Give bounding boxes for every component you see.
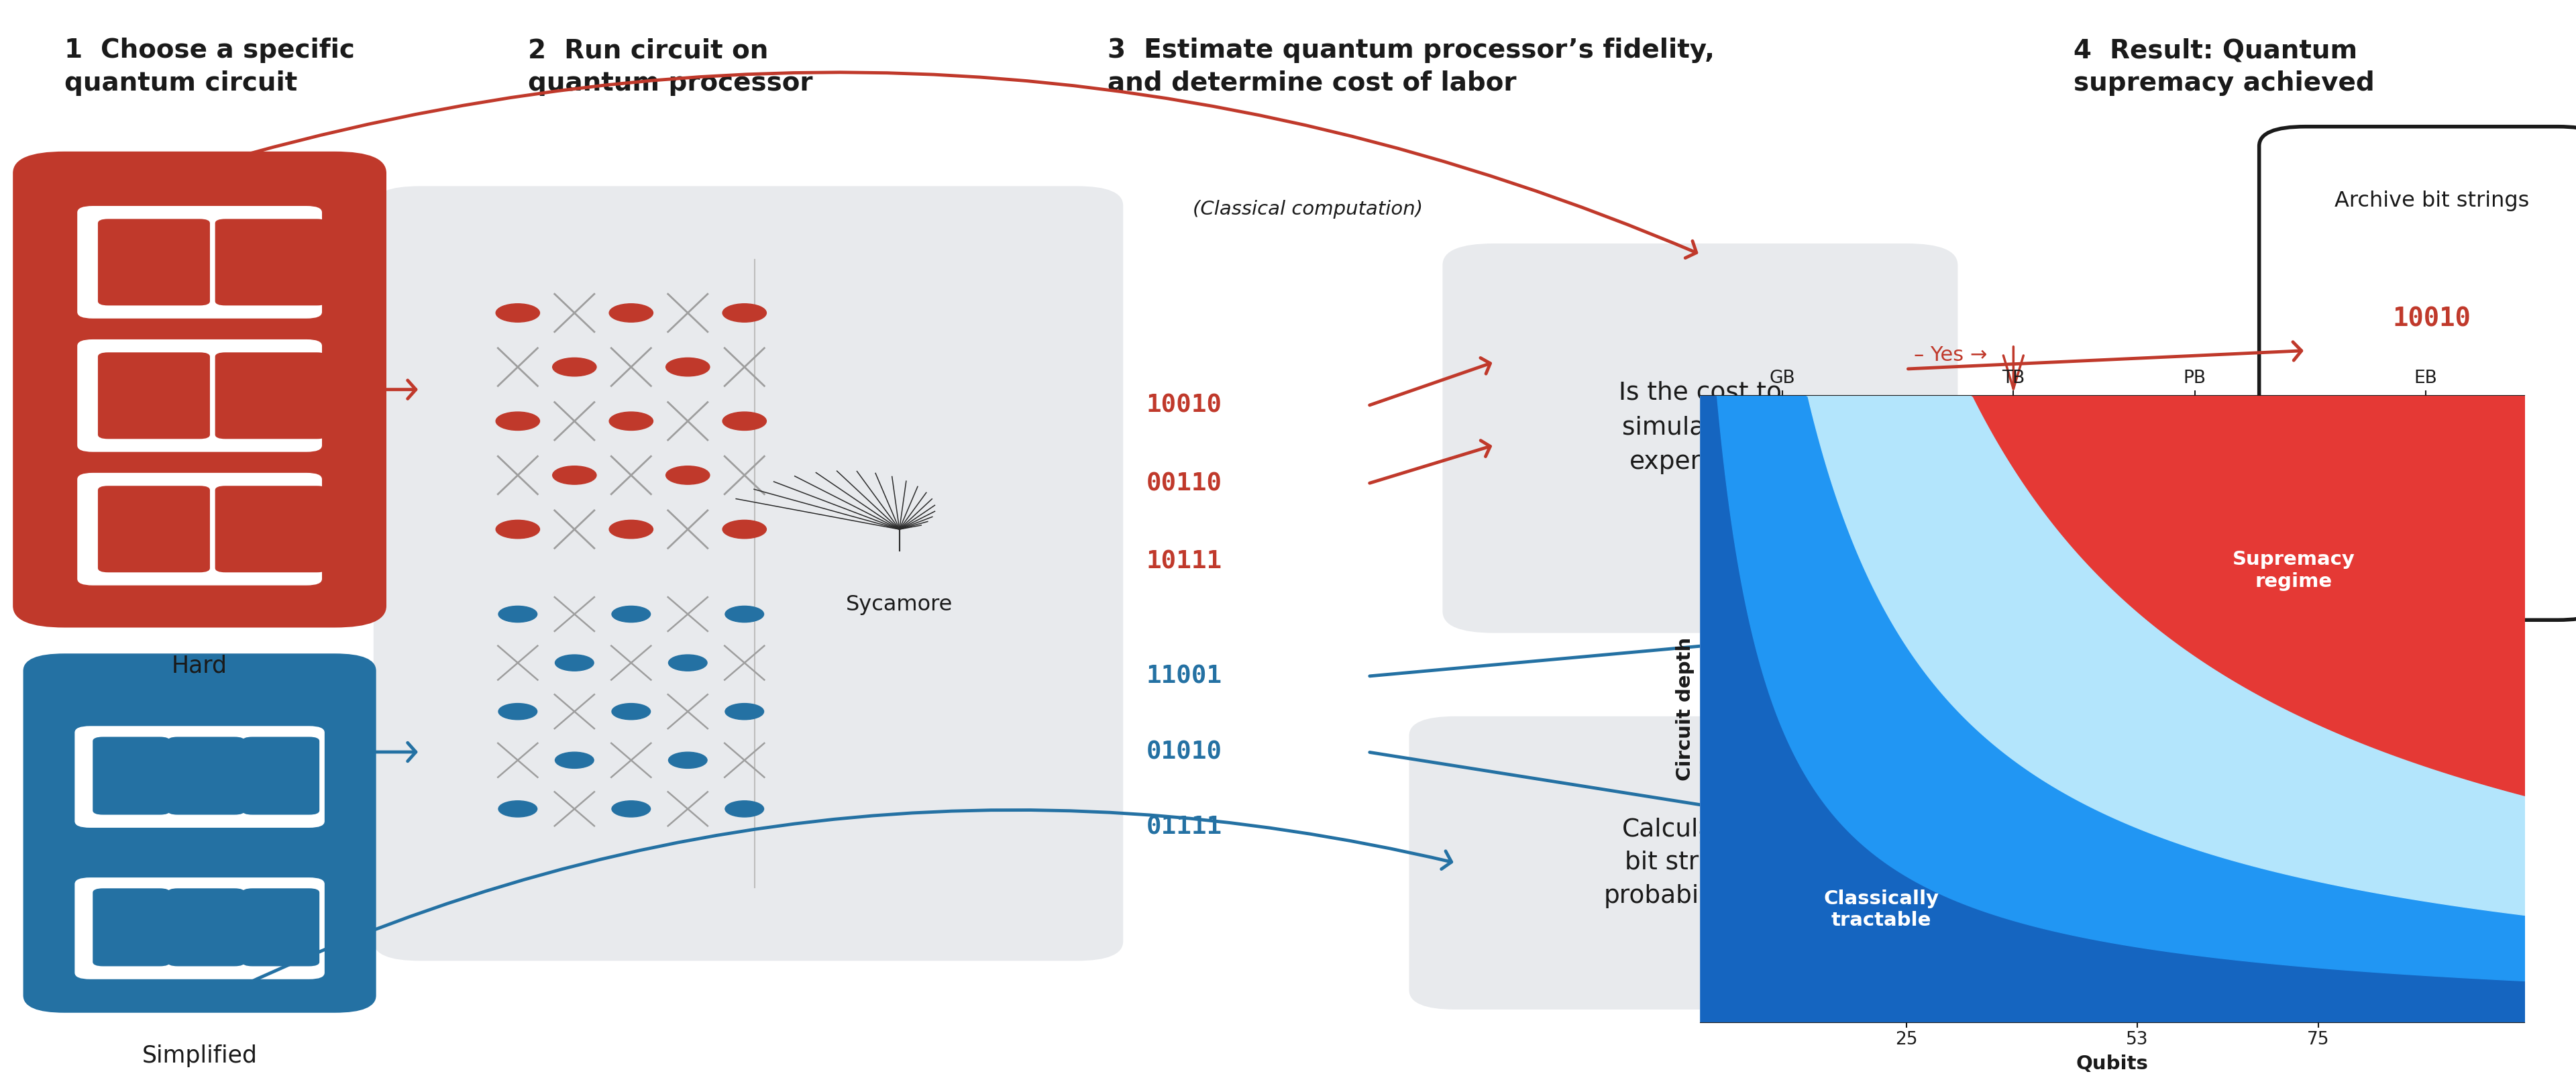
FancyBboxPatch shape <box>214 486 327 572</box>
FancyBboxPatch shape <box>374 186 1123 961</box>
Text: 00110: 00110 <box>2393 406 2470 431</box>
Text: 10010: 10010 <box>2393 306 2470 331</box>
Circle shape <box>726 801 765 817</box>
Circle shape <box>670 655 706 671</box>
X-axis label: Qubits: Qubits <box>2076 1054 2148 1073</box>
Circle shape <box>613 703 649 720</box>
Circle shape <box>500 703 536 720</box>
FancyBboxPatch shape <box>1443 243 1958 633</box>
Circle shape <box>665 358 711 377</box>
Text: 11001: 11001 <box>1146 664 1221 688</box>
Text: 2  Run circuit on
quantum processor: 2 Run circuit on quantum processor <box>528 38 814 96</box>
FancyBboxPatch shape <box>75 878 325 979</box>
FancyBboxPatch shape <box>98 219 211 305</box>
Text: Supremacy
regime: Supremacy regime <box>2233 551 2354 591</box>
Text: Classically
tractable: Classically tractable <box>1824 889 1940 929</box>
Circle shape <box>500 606 536 622</box>
FancyBboxPatch shape <box>167 737 245 815</box>
Circle shape <box>608 412 654 431</box>
Text: 1  Choose a specific
quantum circuit: 1 Choose a specific quantum circuit <box>64 38 355 96</box>
Circle shape <box>726 606 765 622</box>
Text: 10111: 10111 <box>1146 550 1221 573</box>
Circle shape <box>613 801 649 817</box>
Circle shape <box>670 752 706 768</box>
Circle shape <box>665 466 711 485</box>
Text: 01010: 01010 <box>1146 740 1221 764</box>
FancyBboxPatch shape <box>13 151 386 628</box>
Text: – Yes →: – Yes → <box>1914 345 1986 365</box>
Y-axis label: Circuit depth: Circuit depth <box>1677 637 1695 780</box>
Text: 3  Estimate quantum processor’s fidelity,
and determine cost of labor: 3 Estimate quantum processor’s fidelity,… <box>1108 38 1716 96</box>
FancyBboxPatch shape <box>23 654 376 1013</box>
FancyBboxPatch shape <box>214 353 327 439</box>
Circle shape <box>554 358 598 377</box>
FancyBboxPatch shape <box>98 486 211 572</box>
Text: 10111: 10111 <box>2393 505 2470 530</box>
Circle shape <box>721 412 768 431</box>
Text: Hard: Hard <box>173 655 227 677</box>
Circle shape <box>554 466 598 485</box>
FancyBboxPatch shape <box>98 353 211 439</box>
Text: Calculate
bit string
probabilities: Calculate bit string probabilities <box>1602 817 1759 909</box>
Text: 10010: 10010 <box>1146 394 1221 418</box>
Text: (Classical computation): (Classical computation) <box>1193 200 1422 219</box>
Text: Archive bit strings: Archive bit strings <box>2334 190 2530 211</box>
FancyBboxPatch shape <box>2259 127 2576 620</box>
FancyBboxPatch shape <box>167 888 245 966</box>
Circle shape <box>608 304 654 322</box>
Circle shape <box>495 412 541 431</box>
FancyBboxPatch shape <box>77 340 322 452</box>
Circle shape <box>726 703 765 720</box>
Text: Sycamore: Sycamore <box>845 594 953 615</box>
Circle shape <box>556 655 592 671</box>
Circle shape <box>495 304 541 322</box>
FancyBboxPatch shape <box>1919 522 2295 842</box>
Text: Simplified: Simplified <box>142 1044 258 1067</box>
Text: Is the cost to
simulate too
expensive?: Is the cost to simulate too expensive? <box>1618 381 1783 474</box>
Text: 01111: 01111 <box>1146 816 1221 840</box>
FancyBboxPatch shape <box>1409 716 1953 1010</box>
FancyBboxPatch shape <box>214 219 327 305</box>
Circle shape <box>608 520 654 539</box>
FancyBboxPatch shape <box>93 737 170 815</box>
Text: 4  Result: Quantum
supremacy achieved: 4 Result: Quantum supremacy achieved <box>2074 38 2375 96</box>
Circle shape <box>500 801 536 817</box>
Circle shape <box>721 304 768 322</box>
FancyBboxPatch shape <box>242 737 319 815</box>
FancyBboxPatch shape <box>77 206 322 318</box>
FancyBboxPatch shape <box>242 888 319 966</box>
Text: $\mathcal{F}$XEB: $\mathcal{F}$XEB <box>2050 724 2138 756</box>
Circle shape <box>495 520 541 539</box>
FancyBboxPatch shape <box>75 726 325 828</box>
Circle shape <box>556 752 592 768</box>
Text: – No: – No <box>1741 656 1785 675</box>
Circle shape <box>613 606 649 622</box>
Circle shape <box>721 520 768 539</box>
FancyBboxPatch shape <box>77 473 322 585</box>
Text: “score”: “score” <box>2061 641 2154 664</box>
Text: 00110: 00110 <box>1146 472 1221 496</box>
Text: Fidelity: Fidelity <box>2063 594 2151 617</box>
FancyBboxPatch shape <box>93 888 170 966</box>
